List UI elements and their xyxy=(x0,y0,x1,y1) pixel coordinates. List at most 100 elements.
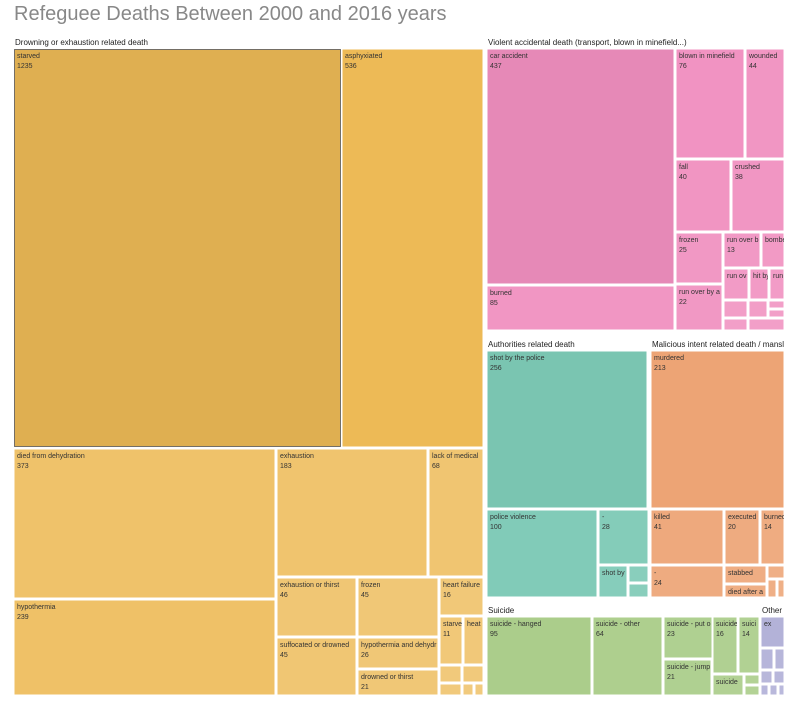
treemap-cell[interactable]: shot by the police 256 xyxy=(486,350,648,509)
treemap-cell[interactable]: suicide xyxy=(712,674,744,696)
treemap-cell[interactable]: crushed 38 xyxy=(731,159,785,232)
treemap-cell[interactable]: suicide - jump 21 xyxy=(663,659,712,696)
treemap-cell[interactable]: - 24 xyxy=(650,565,724,598)
cell-rect[interactable] xyxy=(341,48,484,448)
cell-rect[interactable] xyxy=(463,616,484,665)
treemap-cell[interactable]: killed 41 xyxy=(650,509,724,565)
cell-rect[interactable] xyxy=(628,565,649,583)
cell-rect[interactable] xyxy=(13,448,276,599)
treemap-cell[interactable]: exhaustion or thirst 46 xyxy=(276,577,357,637)
cell-rect[interactable] xyxy=(744,674,760,685)
treemap-cell[interactable] xyxy=(748,300,768,318)
treemap-cell[interactable]: starved 1235 xyxy=(13,48,342,448)
treemap-cell[interactable]: died after a xyxy=(724,584,767,598)
treemap-cell[interactable]: lack of medical 68 xyxy=(428,448,484,577)
cell-rect[interactable] xyxy=(675,284,723,331)
cell-rect[interactable] xyxy=(439,683,462,696)
treemap-cell[interactable]: stabbed xyxy=(724,565,767,584)
treemap-cell[interactable] xyxy=(748,318,785,331)
treemap-cell[interactable] xyxy=(474,683,484,696)
treemap-cell[interactable]: car accident 437 xyxy=(486,48,675,285)
cell-rect[interactable] xyxy=(723,232,761,268)
cell-rect[interactable] xyxy=(650,509,724,565)
cell-rect[interactable] xyxy=(276,448,428,577)
treemap-cell[interactable]: executed 20 xyxy=(724,509,760,565)
cell-rect[interactable] xyxy=(749,268,769,300)
cell-rect[interactable] xyxy=(462,683,474,696)
treemap-cell[interactable] xyxy=(439,683,462,696)
cell-rect[interactable] xyxy=(761,232,785,268)
treemap-cell[interactable] xyxy=(439,665,462,683)
treemap-cell[interactable]: frozen 45 xyxy=(357,577,439,637)
cell-rect[interactable] xyxy=(486,509,598,598)
treemap-cell[interactable]: asphyxiated 536 xyxy=(341,48,484,448)
treemap-cell[interactable] xyxy=(462,665,484,683)
cell-rect[interactable] xyxy=(276,577,357,637)
treemap-cell[interactable] xyxy=(760,684,769,696)
treemap-cell[interactable]: drowned or thirst 21 xyxy=(357,669,439,696)
treemap-cell[interactable]: murdered 213 xyxy=(650,350,785,509)
cell-rect[interactable] xyxy=(767,565,785,579)
treemap-cell[interactable]: suici 14 xyxy=(738,616,760,674)
treemap-cell[interactable] xyxy=(768,309,785,318)
treemap-cell[interactable]: burned 85 xyxy=(486,285,675,331)
treemap-cell[interactable]: starve 11 xyxy=(439,616,463,665)
cell-rect[interactable] xyxy=(748,318,785,331)
cell-rect[interactable] xyxy=(748,300,768,318)
cell-rect[interactable] xyxy=(628,583,649,598)
cell-rect[interactable] xyxy=(357,669,439,696)
treemap-cell[interactable]: hit by xyxy=(749,268,770,300)
treemap-cell[interactable]: hypothermia 239 xyxy=(13,599,276,696)
treemap-cell[interactable] xyxy=(723,318,748,331)
cell-rect[interactable] xyxy=(738,616,760,674)
treemap-cell[interactable] xyxy=(773,670,785,684)
cell-rect[interactable] xyxy=(760,648,774,670)
treemap-cell[interactable] xyxy=(774,648,785,670)
cell-rect[interactable] xyxy=(723,268,749,300)
treemap-cell[interactable]: wounded 44 xyxy=(745,48,785,159)
cell-rect[interactable] xyxy=(276,637,357,696)
treemap-cell[interactable] xyxy=(778,684,785,696)
treemap-cell[interactable]: frozen 25 xyxy=(675,232,723,284)
cell-rect[interactable] xyxy=(650,350,785,509)
cell-rect[interactable] xyxy=(745,48,785,159)
treemap-cell[interactable] xyxy=(777,579,785,598)
cell-rect[interactable] xyxy=(769,684,778,696)
cell-rect[interactable] xyxy=(774,648,785,670)
cell-rect[interactable] xyxy=(474,683,484,696)
cell-rect[interactable] xyxy=(675,48,745,159)
cell-rect[interactable] xyxy=(767,579,777,598)
cell-rect[interactable] xyxy=(13,599,276,696)
treemap-cell[interactable]: suicide - hanged 95 xyxy=(486,616,592,696)
cell-rect[interactable] xyxy=(650,565,724,598)
cell-rect[interactable] xyxy=(760,684,769,696)
treemap-cell[interactable] xyxy=(760,648,774,670)
cell-rect[interactable] xyxy=(598,509,649,565)
treemap-cell[interactable]: bombe xyxy=(761,232,787,268)
cell-rect[interactable] xyxy=(439,665,462,683)
cell-rect[interactable] xyxy=(486,350,648,509)
treemap-cell[interactable]: died from dehydration 373 xyxy=(13,448,276,599)
treemap-cell[interactable]: burned 14 xyxy=(760,509,786,565)
cell-rect[interactable] xyxy=(724,584,767,598)
cell-rect[interactable] xyxy=(773,670,785,684)
cell-rect[interactable] xyxy=(486,48,675,285)
cell-rect[interactable] xyxy=(675,159,731,232)
treemap-cell[interactable] xyxy=(628,565,649,583)
cell-rect[interactable] xyxy=(724,565,767,584)
treemap-cell[interactable]: police violence 100 xyxy=(486,509,598,598)
treemap-cell[interactable]: blown in minefield 76 xyxy=(675,48,745,159)
cell-rect[interactable] xyxy=(462,665,484,683)
cell-rect[interactable] xyxy=(724,509,760,565)
cell-rect[interactable] xyxy=(760,616,785,648)
cell-rect[interactable] xyxy=(768,309,785,318)
treemap-cell[interactable] xyxy=(760,670,773,684)
cell-rect[interactable] xyxy=(731,159,785,232)
treemap-cell[interactable]: suicide - put o 23 xyxy=(663,616,713,659)
cell-rect[interactable] xyxy=(760,670,773,684)
cell-rect[interactable] xyxy=(712,616,738,674)
treemap-cell[interactable]: heat xyxy=(463,616,484,665)
cell-rect[interactable] xyxy=(13,48,342,448)
cell-rect[interactable] xyxy=(592,616,663,696)
cell-rect[interactable] xyxy=(760,509,785,565)
